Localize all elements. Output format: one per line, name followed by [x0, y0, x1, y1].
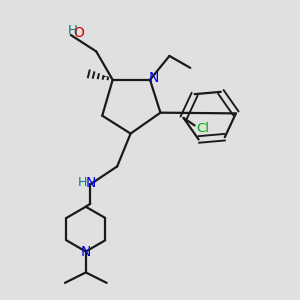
- Text: H: H: [78, 176, 88, 189]
- Text: N: N: [81, 244, 91, 259]
- Text: ···: ···: [102, 74, 112, 83]
- Text: H: H: [68, 24, 77, 37]
- Text: N: N: [86, 176, 96, 190]
- Text: N: N: [149, 71, 159, 85]
- Text: O: O: [73, 26, 84, 40]
- Text: Cl: Cl: [196, 122, 209, 135]
